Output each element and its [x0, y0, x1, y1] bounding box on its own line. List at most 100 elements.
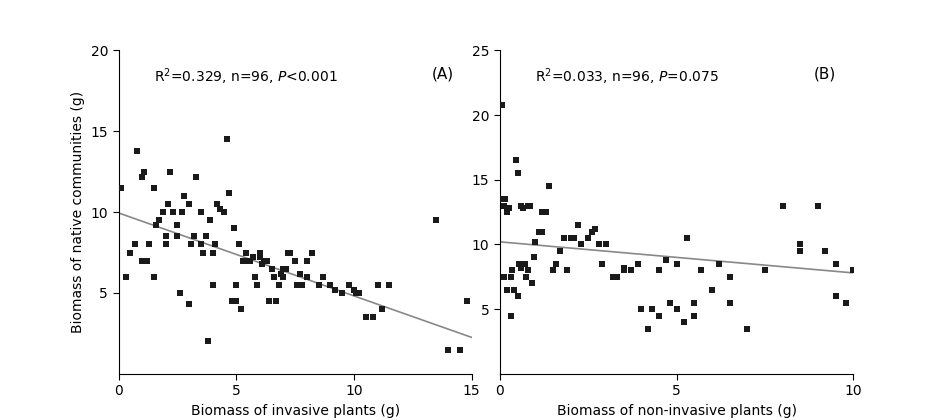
Point: [374, 306, 390, 312]
Point: [193, 209, 209, 215]
Point: [163, 168, 178, 175]
Point: [510, 293, 525, 299]
Point: [158, 241, 173, 248]
Point: [281, 249, 296, 256]
Point: [189, 173, 204, 180]
Point: [722, 299, 738, 306]
Point: [198, 233, 213, 240]
X-axis label: Biomass of non-invasive plants (g): Biomass of non-invasive plants (g): [556, 404, 796, 418]
Point: [170, 233, 185, 240]
Point: [276, 273, 291, 280]
Point: [252, 254, 267, 261]
Point: [262, 298, 277, 304]
Point: [370, 281, 385, 288]
Point: [224, 298, 239, 304]
Point: [498, 196, 513, 202]
Point: [686, 312, 702, 319]
Point: [382, 281, 397, 288]
Point: [122, 249, 137, 256]
Point: [606, 273, 621, 280]
Point: [574, 241, 589, 248]
Point: [874, 293, 889, 299]
Point: [500, 209, 515, 215]
Point: [146, 184, 161, 191]
Point: [722, 273, 738, 280]
Point: [335, 290, 350, 297]
Point: [177, 192, 192, 199]
Point: [182, 201, 197, 207]
Point: [811, 202, 826, 209]
Point: [567, 235, 582, 242]
Text: (B): (B): [813, 66, 835, 81]
Point: [271, 281, 286, 288]
Point: [349, 290, 364, 297]
Point: [155, 209, 171, 215]
Point: [616, 267, 631, 274]
Point: [311, 281, 326, 288]
Point: [494, 101, 509, 108]
Point: [676, 319, 691, 326]
Point: [508, 157, 523, 164]
Point: [287, 257, 302, 264]
Point: [246, 254, 261, 261]
Point: [757, 267, 773, 274]
Point: [535, 228, 550, 235]
Point: [228, 281, 244, 288]
Point: [528, 239, 543, 245]
Point: [570, 222, 585, 228]
Point: [193, 241, 209, 248]
Point: [250, 281, 265, 288]
Point: [563, 235, 578, 242]
Point: [158, 233, 173, 240]
Point: [542, 183, 557, 189]
Point: [496, 273, 511, 280]
Point: [793, 247, 808, 254]
Point: [300, 257, 315, 264]
Point: [222, 189, 237, 196]
Point: [504, 267, 520, 274]
Point: [268, 298, 283, 304]
Point: [828, 260, 843, 267]
Point: [304, 249, 319, 256]
Point: [852, 209, 867, 215]
Point: [633, 306, 648, 312]
Point: [598, 241, 613, 248]
Point: [846, 267, 861, 274]
Point: [531, 228, 546, 235]
Point: [623, 267, 638, 274]
Point: [651, 312, 666, 319]
Point: [517, 260, 532, 267]
Point: [186, 233, 201, 240]
Point: [669, 306, 684, 312]
Point: [828, 293, 843, 299]
Point: [231, 241, 246, 248]
Point: [210, 201, 225, 207]
Point: [118, 273, 133, 280]
Point: [584, 228, 599, 235]
Point: [494, 196, 509, 202]
Point: [645, 306, 660, 312]
Point: [522, 202, 538, 209]
Point: [559, 267, 574, 274]
Point: [247, 273, 263, 280]
Point: [549, 260, 564, 267]
Point: [609, 273, 624, 280]
Point: [135, 173, 150, 180]
Point: [160, 201, 175, 207]
Point: [512, 260, 527, 267]
Point: [553, 247, 568, 254]
Point: [545, 267, 560, 274]
Point: [516, 205, 531, 212]
Point: [346, 286, 361, 293]
Point: [227, 225, 242, 231]
Point: [276, 265, 291, 272]
Point: [212, 205, 228, 212]
Point: [545, 267, 560, 274]
Point: [243, 257, 258, 264]
Point: [441, 346, 456, 353]
Point: [341, 281, 356, 288]
X-axis label: Biomass of invasive plants (g): Biomass of invasive plants (g): [191, 404, 400, 418]
Point: [519, 273, 534, 280]
Point: [283, 249, 298, 256]
Point: [686, 299, 702, 306]
